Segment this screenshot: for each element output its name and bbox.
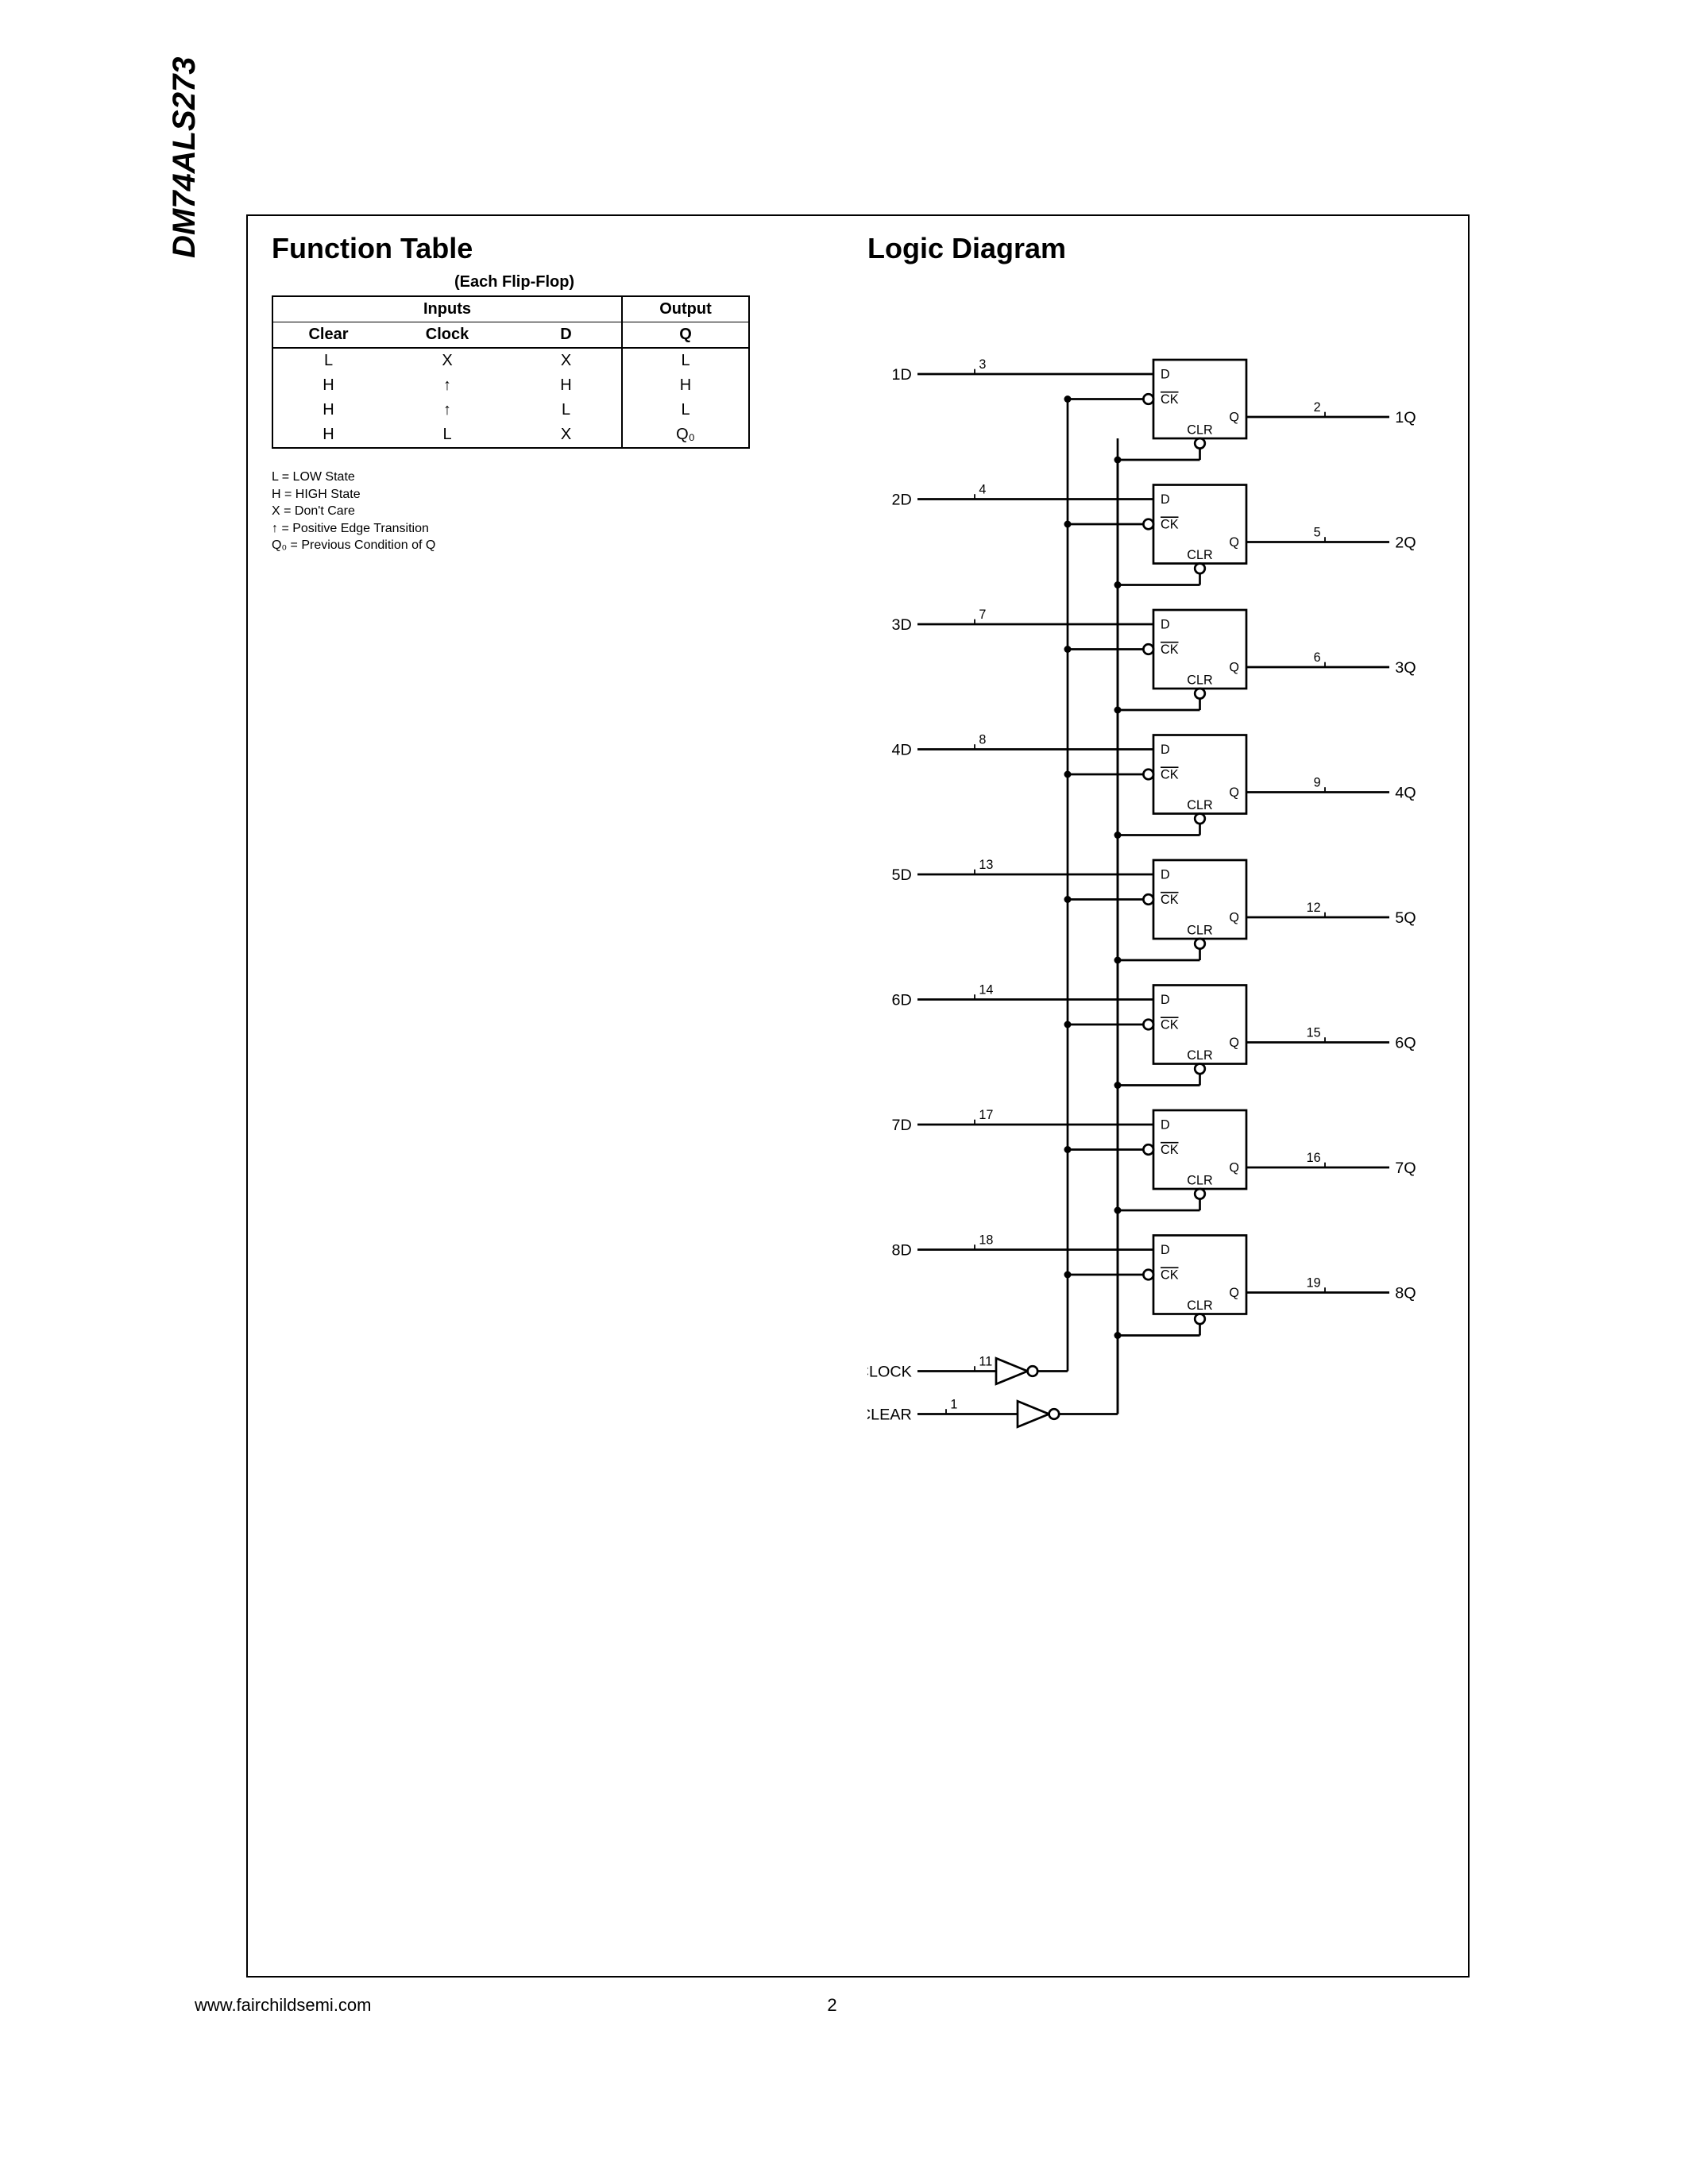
- svg-text:CLR: CLR: [1187, 798, 1212, 812]
- legend-line: L = LOW State: [272, 469, 435, 486]
- logic-diagram: DCKCLRQ1D321QDCKCLRQ2D452QDCKCLRQ3D763QD…: [867, 284, 1439, 1522]
- legend-line: H = HIGH State: [272, 486, 435, 504]
- svg-text:4D: 4D: [892, 742, 912, 759]
- part-number-side-title: DM74ALS273: [167, 57, 203, 258]
- svg-text:19: 19: [1307, 1275, 1321, 1290]
- svg-text:1Q: 1Q: [1395, 409, 1416, 426]
- each-flip-flop-caption: (Each Flip-Flop): [454, 273, 574, 291]
- svg-text:CK: CK: [1161, 517, 1179, 531]
- svg-text:5Q: 5Q: [1395, 909, 1416, 927]
- svg-text:13: 13: [979, 858, 993, 872]
- svg-text:6D: 6D: [892, 992, 912, 1009]
- legend-line: Q₀ = Previous Condition of Q: [272, 537, 435, 554]
- svg-text:CK: CK: [1161, 1143, 1179, 1157]
- svg-text:D: D: [1161, 492, 1170, 507]
- svg-text:CLR: CLR: [1187, 548, 1212, 562]
- svg-text:15: 15: [1307, 1025, 1321, 1040]
- svg-text:16: 16: [1307, 1151, 1321, 1165]
- svg-text:4: 4: [979, 482, 986, 496]
- svg-text:Q: Q: [1229, 785, 1239, 800]
- svg-text:5: 5: [1314, 525, 1321, 539]
- svg-text:D: D: [1161, 1117, 1170, 1132]
- table-row: HLXQ₀: [272, 423, 749, 448]
- function-table-legend: L = LOW StateH = HIGH StateX = Don't Car…: [272, 469, 435, 554]
- function-table: InputsOutputClearClockDQLXXLH↑HHH↑LLHLXQ…: [272, 295, 750, 449]
- svg-text:CLR: CLR: [1187, 924, 1212, 938]
- svg-text:CK: CK: [1161, 642, 1179, 657]
- svg-text:9: 9: [1314, 775, 1321, 789]
- svg-text:2Q: 2Q: [1395, 534, 1416, 552]
- svg-text:CLR: CLR: [1187, 1298, 1212, 1313]
- svg-text:Q: Q: [1229, 660, 1239, 674]
- svg-text:Q: Q: [1229, 1160, 1239, 1175]
- svg-text:12: 12: [1307, 901, 1321, 915]
- table-row: LXXL: [272, 348, 749, 373]
- svg-text:CLR: CLR: [1187, 1174, 1212, 1188]
- svg-text:8D: 8D: [892, 1242, 912, 1260]
- function-table-heading: Function Table: [272, 232, 473, 265]
- svg-text:CK: CK: [1161, 1017, 1179, 1032]
- svg-text:1D: 1D: [892, 366, 912, 384]
- svg-text:D: D: [1161, 1243, 1170, 1257]
- svg-text:11: 11: [979, 1354, 992, 1368]
- svg-text:7Q: 7Q: [1395, 1160, 1416, 1177]
- svg-text:17: 17: [979, 1108, 993, 1122]
- svg-text:CLR: CLR: [1187, 673, 1212, 688]
- svg-text:D: D: [1161, 867, 1170, 882]
- svg-text:D: D: [1161, 367, 1170, 381]
- svg-text:D: D: [1161, 617, 1170, 631]
- svg-text:D: D: [1161, 993, 1170, 1007]
- svg-text:3Q: 3Q: [1395, 659, 1416, 677]
- svg-text:CLEAR: CLEAR: [867, 1406, 912, 1424]
- svg-text:CLR: CLR: [1187, 1048, 1212, 1063]
- svg-text:D: D: [1161, 743, 1170, 757]
- svg-text:7: 7: [979, 608, 986, 622]
- svg-text:Q: Q: [1229, 1036, 1239, 1050]
- svg-text:3: 3: [979, 357, 986, 372]
- svg-text:CK: CK: [1161, 893, 1179, 907]
- svg-text:2: 2: [1314, 400, 1321, 415]
- svg-text:8: 8: [979, 732, 986, 747]
- svg-text:Q: Q: [1229, 1286, 1239, 1300]
- svg-text:7D: 7D: [892, 1117, 912, 1134]
- svg-text:2D: 2D: [892, 492, 912, 509]
- svg-text:8Q: 8Q: [1395, 1285, 1416, 1302]
- table-row: H↑LL: [272, 398, 749, 423]
- svg-text:CK: CK: [1161, 1268, 1179, 1282]
- table-row: H↑HH: [272, 373, 749, 398]
- svg-text:4Q: 4Q: [1395, 785, 1416, 802]
- legend-line: X = Don't Care: [272, 503, 435, 520]
- svg-text:1: 1: [950, 1397, 957, 1411]
- svg-text:CLR: CLR: [1187, 423, 1212, 438]
- svg-text:CLOCK: CLOCK: [867, 1364, 912, 1381]
- logic-diagram-heading: Logic Diagram: [867, 232, 1066, 265]
- svg-text:Q: Q: [1229, 910, 1239, 924]
- svg-text:Q: Q: [1229, 410, 1239, 424]
- svg-text:Q: Q: [1229, 535, 1239, 550]
- datasheet-page: DM74ALS273 Function Table Logic Diagram …: [0, 0, 1688, 2184]
- svg-text:14: 14: [979, 982, 993, 997]
- svg-text:6: 6: [1314, 650, 1321, 665]
- svg-text:CK: CK: [1161, 767, 1179, 781]
- svg-text:6Q: 6Q: [1395, 1035, 1416, 1052]
- legend-line: ↑ = Positive Edge Transition: [272, 520, 435, 538]
- footer-page-number: 2: [827, 1995, 836, 2016]
- svg-text:3D: 3D: [892, 616, 912, 634]
- svg-text:18: 18: [979, 1233, 993, 1247]
- svg-text:5D: 5D: [892, 866, 912, 884]
- svg-text:CK: CK: [1161, 392, 1179, 407]
- footer-url: www.fairchildsemi.com: [195, 1995, 372, 2016]
- content-frame: Function Table Logic Diagram (Each Flip-…: [246, 214, 1470, 1978]
- logic-diagram-svg: DCKCLRQ1D321QDCKCLRQ2D452QDCKCLRQ3D763QD…: [867, 284, 1439, 1522]
